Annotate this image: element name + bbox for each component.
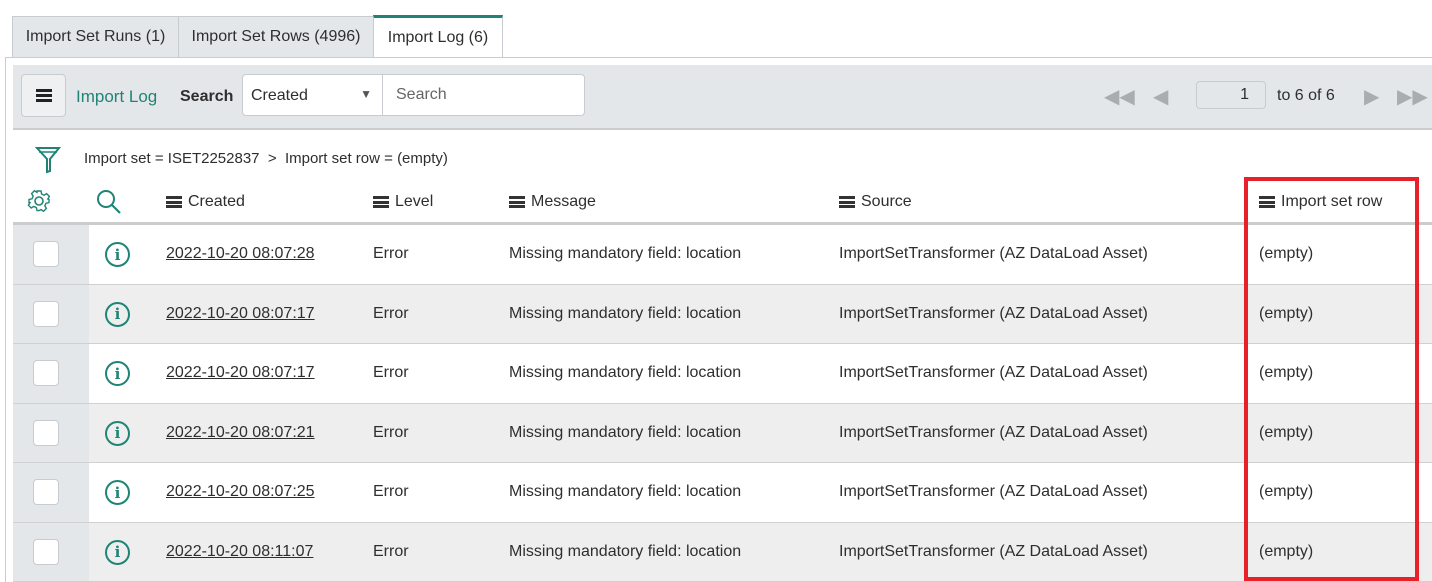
last-page-icon[interactable]: ▶▶ [1397,86,1428,108]
checkbox-cell [13,344,89,403]
info-icon[interactable]: i [105,480,130,505]
page-input[interactable]: 1 [1196,81,1266,109]
info-icon[interactable]: i [105,420,130,446]
column-label: Import set row [1281,193,1383,210]
column-menu-icon[interactable] [166,196,182,208]
table-row: i 2022-10-20 08:07:21 Error Missing mand… [13,403,1432,463]
message-cell: Missing mandatory field: location [509,364,742,382]
tab-import-set-runs[interactable]: Import Set Runs (1) [12,16,179,57]
import-set-row-cell: (empty) [1259,245,1314,263]
row-checkbox[interactable] [33,419,59,446]
created-link[interactable]: 2022-10-20 08:11:07 [166,542,314,560]
row-checkbox[interactable] [33,241,59,267]
list-frame [5,57,1432,582]
info-icon[interactable]: i [105,361,130,386]
checkbox-cell [13,522,89,581]
gear-icon[interactable] [27,189,51,213]
level-cell: Error [373,364,409,382]
row-checkbox[interactable] [33,538,59,565]
column-menu-icon[interactable] [1259,196,1275,208]
highlight-box [1244,177,1419,581]
next-page-icon[interactable]: ▶ [1364,86,1380,108]
table-row: i 2022-10-20 08:07:17 Error Missing mand… [13,284,1432,344]
checkbox-cell [13,463,89,522]
import-set-row-cell: (empty) [1259,423,1314,441]
created-link[interactable]: 2022-10-20 08:07:21 [166,423,315,441]
info-icon[interactable]: i [105,242,130,267]
column-label: Created [188,193,245,210]
message-cell: Missing mandatory field: location [509,304,742,322]
info-icon[interactable]: i [105,539,130,565]
tab-import-log[interactable]: Import Log (6) [373,15,503,57]
column-label: Message [531,193,596,210]
table-row: i 2022-10-20 08:07:17 Error Missing mand… [13,344,1432,404]
list-menu-button[interactable] [21,74,66,117]
source-cell: ImportSetTransformer (AZ DataLoad Asset) [839,364,1148,382]
search-label: Search [180,88,234,105]
import-set-row-cell: (empty) [1259,364,1314,382]
level-cell: Error [373,483,409,501]
checkbox-cell [13,284,89,343]
import-set-row-cell: (empty) [1259,304,1314,322]
source-cell: ImportSetTransformer (AZ DataLoad Asset) [839,542,1148,560]
search-field-select[interactable]: Created ▼ [242,74,383,116]
row-checkbox[interactable] [33,300,59,327]
table-row: i 2022-10-20 08:11:07 Error Missing mand… [13,522,1432,582]
created-link[interactable]: 2022-10-20 08:07:17 [166,304,315,322]
column-label: Level [395,193,434,210]
filter-breadcrumb[interactable]: Import set = ISET2252837 > Import set ro… [84,150,448,167]
filter-funnel-icon[interactable] [35,146,61,174]
message-cell: Missing mandatory field: location [509,245,742,263]
level-cell: Error [373,423,409,441]
created-link[interactable]: 2022-10-20 08:07:25 [166,483,315,501]
import-set-row-cell: (empty) [1259,483,1314,501]
search-input[interactable] [382,74,585,116]
column-menu-icon[interactable] [373,196,389,208]
source-cell: ImportSetTransformer (AZ DataLoad Asset) [839,423,1148,441]
header-divider [13,222,1432,225]
source-cell: ImportSetTransformer (AZ DataLoad Asset) [839,483,1148,501]
column-menu-icon[interactable] [509,196,525,208]
tab-import-set-rows[interactable]: Import Set Rows (4996) [178,16,374,57]
table-row: i 2022-10-20 08:07:25 Error Missing mand… [13,463,1432,523]
row-checkbox[interactable] [33,360,59,386]
message-cell: Missing mandatory field: location [509,423,742,441]
source-cell: ImportSetTransformer (AZ DataLoad Asset) [839,245,1148,263]
checkbox-cell [13,225,89,284]
column-menu-icon[interactable] [839,196,855,208]
import-set-row-cell: (empty) [1259,542,1314,560]
table-row: i 2022-10-20 08:07:28 Error Missing mand… [13,225,1432,285]
list-title[interactable]: Import Log [76,87,158,106]
source-cell: ImportSetTransformer (AZ DataLoad Asset) [839,304,1148,322]
first-page-icon[interactable]: ◀◀ [1104,86,1135,108]
created-link[interactable]: 2022-10-20 08:07:28 [166,245,315,263]
search-field-value: Created [251,87,308,104]
page-range: to 6 of 6 [1277,87,1335,104]
message-cell: Missing mandatory field: location [509,542,742,560]
previous-page-icon[interactable]: ◀ [1153,86,1169,108]
created-link[interactable]: 2022-10-20 08:07:17 [166,364,315,382]
column-label: Source [861,193,912,210]
level-cell: Error [373,245,409,263]
column-header-message[interactable]: Message [509,180,596,224]
message-cell: Missing mandatory field: location [509,483,742,501]
hamburger-icon [35,89,52,102]
level-cell: Error [373,542,409,560]
row-checkbox[interactable] [33,479,59,505]
column-header-import-set-row[interactable]: Import set row [1259,180,1382,224]
level-cell: Error [373,304,409,322]
column-header-level[interactable]: Level [373,180,433,224]
dropdown-arrow-icon: ▼ [360,87,372,101]
column-header-source[interactable]: Source [839,180,912,224]
search-icon[interactable] [96,189,122,215]
info-icon[interactable]: i [105,301,130,327]
checkbox-cell [13,403,89,462]
column-header-created[interactable]: Created [166,180,245,224]
